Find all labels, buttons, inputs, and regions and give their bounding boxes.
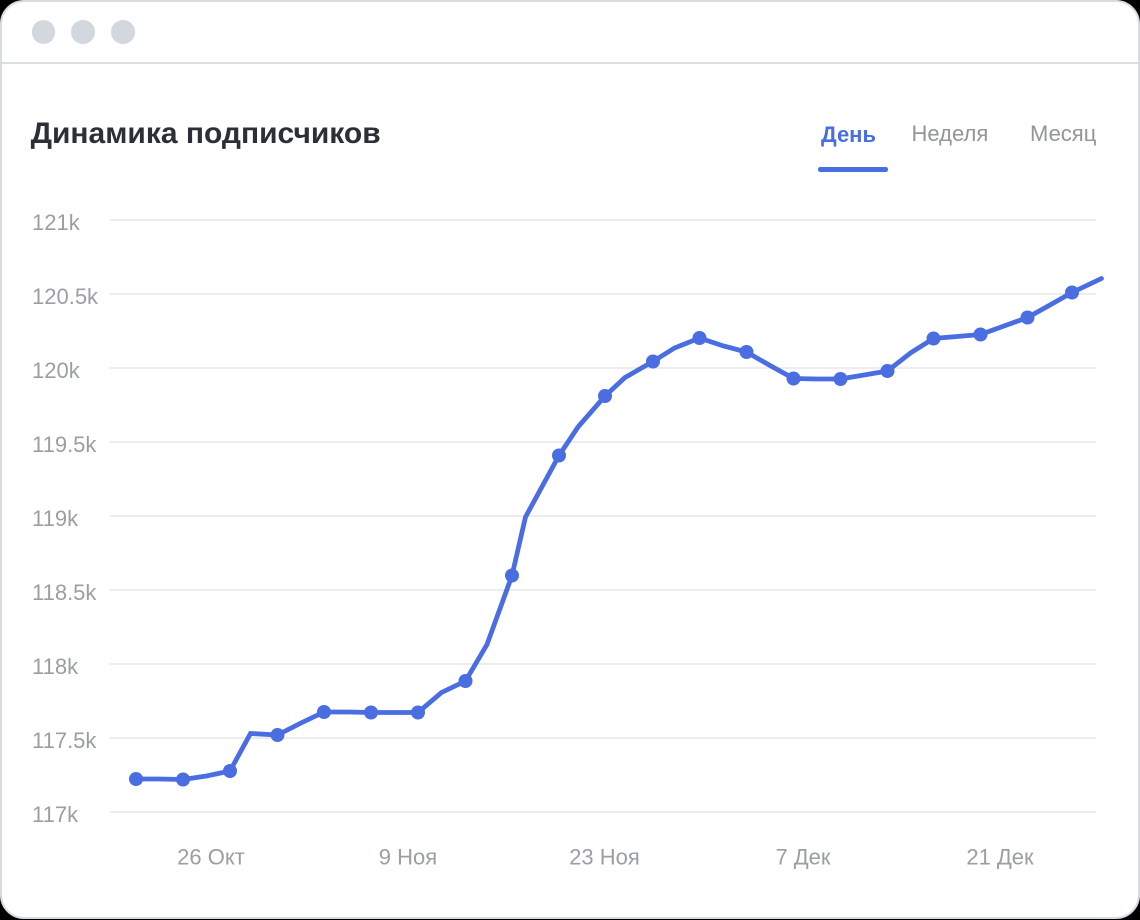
svg-text:117.5k: 117.5k — [32, 728, 97, 753]
svg-text:7 Дек: 7 Дек — [775, 845, 830, 870]
svg-text:118.5k: 118.5k — [32, 580, 97, 605]
svg-text:23 Ноя: 23 Ноя — [569, 845, 640, 870]
svg-text:119.5k: 119.5k — [32, 432, 97, 457]
svg-text:120.5k: 120.5k — [32, 284, 99, 309]
svg-text:26 Окт: 26 Окт — [177, 845, 245, 870]
svg-text:9 Ноя: 9 Ноя — [379, 845, 437, 870]
svg-text:117k: 117k — [32, 802, 79, 827]
svg-text:120k: 120k — [32, 358, 81, 383]
svg-text:118k: 118k — [32, 654, 79, 679]
svg-text:21 Дек: 21 Дек — [966, 845, 1034, 870]
svg-text:119k: 119k — [32, 506, 79, 531]
svg-text:121k: 121k — [32, 210, 81, 235]
